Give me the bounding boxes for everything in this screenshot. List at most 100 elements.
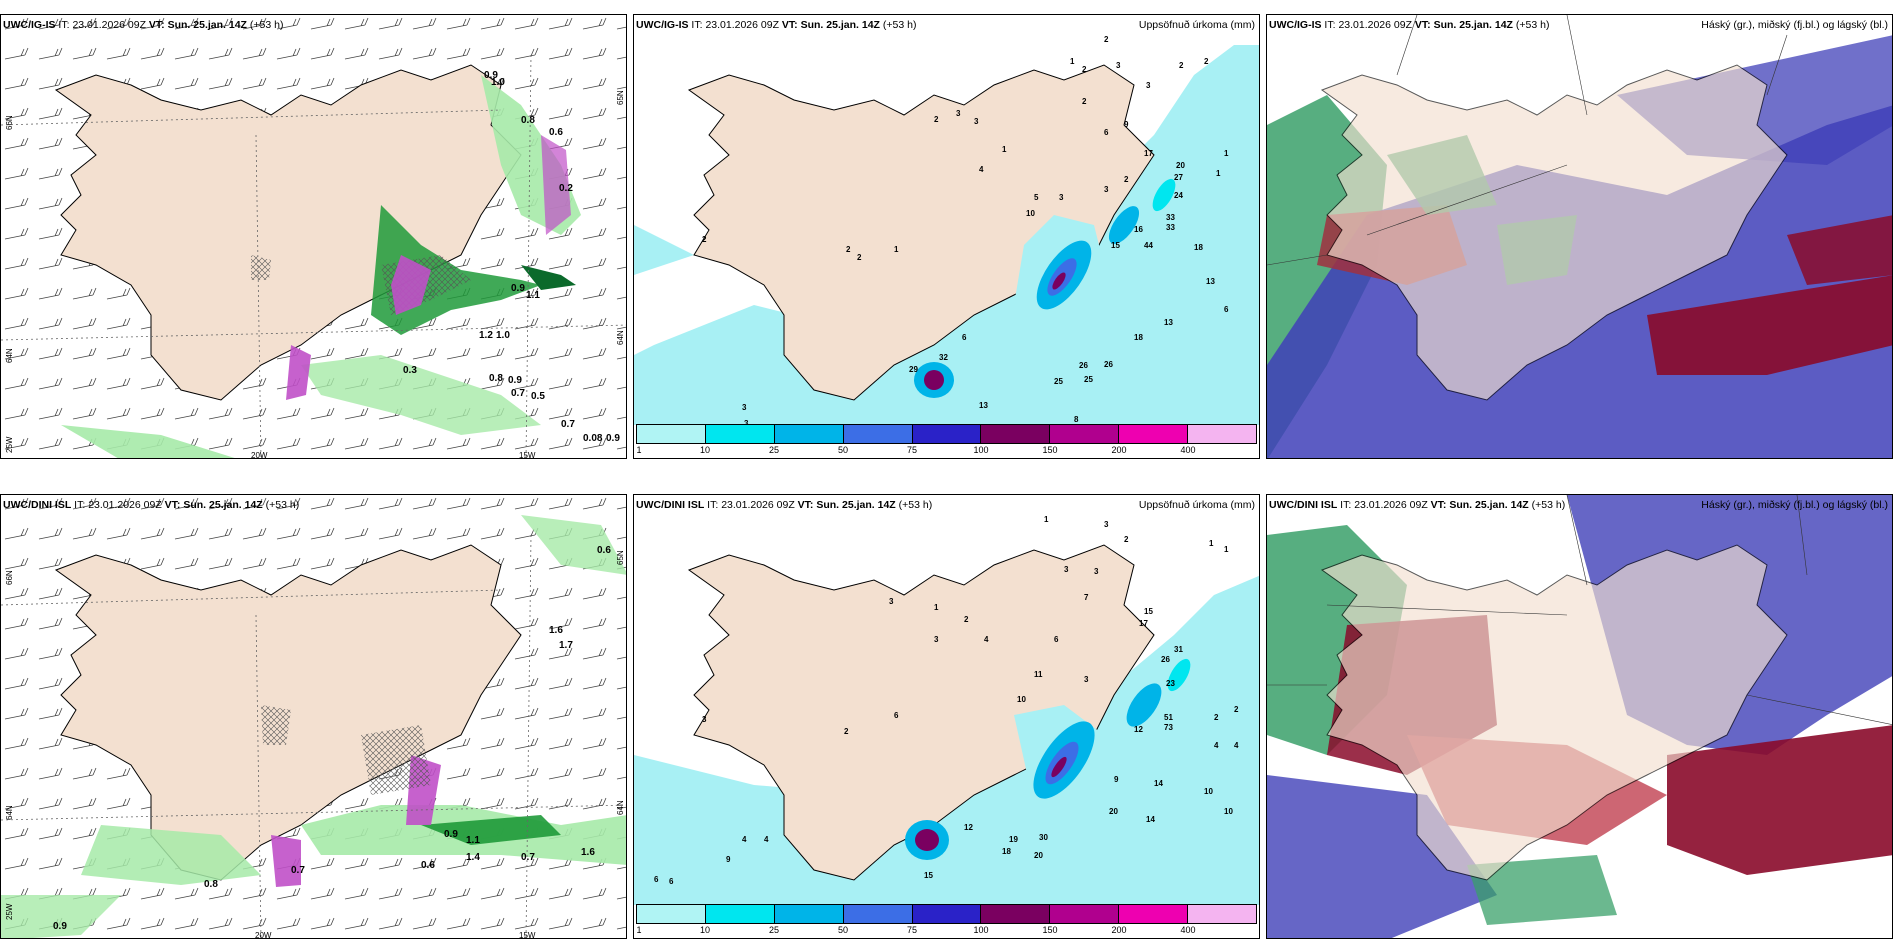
precip-value: 5 bbox=[1034, 193, 1039, 202]
wind-value: 0.6 bbox=[549, 127, 563, 138]
precip-value: 3 bbox=[742, 403, 747, 412]
lat-label-64n: 64N bbox=[5, 805, 14, 820]
colorbar-cell bbox=[705, 425, 775, 443]
it-value: 23.01.2026 09Z bbox=[1354, 499, 1428, 511]
panel-header: UWC/IG-IS IT: 23.01.2026 09Z VT: Sun. 25… bbox=[636, 19, 916, 31]
colorbar-cell bbox=[912, 905, 982, 923]
model-name: UWC/IG-IS bbox=[636, 19, 689, 31]
wind-value: 0.7 bbox=[521, 852, 535, 863]
precip-value: 20 bbox=[1034, 851, 1043, 860]
lead-time: (+53 h) bbox=[265, 499, 300, 511]
colorbar-tick: 50 bbox=[837, 445, 849, 455]
precip-value: 3 bbox=[1146, 81, 1151, 90]
precip-value: 1 bbox=[934, 603, 939, 612]
panel-header: UWC/DINI ISL IT: 23.01.2026 09Z VT: Sun.… bbox=[1269, 499, 1565, 511]
colorbar-cell bbox=[912, 425, 982, 443]
precip-map bbox=[634, 495, 1259, 938]
lead-time: (+53 h) bbox=[898, 499, 933, 511]
colorbar-tick: 50 bbox=[837, 925, 849, 935]
precip-value: 15 bbox=[1111, 241, 1120, 250]
precip-value: 30 bbox=[1039, 833, 1048, 842]
precip-value: 6 bbox=[1104, 128, 1109, 137]
land-outline bbox=[1320, 544, 1788, 881]
precip-value: 3 bbox=[934, 635, 939, 644]
model-name: UWC/IG-IS bbox=[1269, 19, 1322, 31]
precip-value: 14 bbox=[1146, 815, 1155, 824]
precip-value: 14 bbox=[1154, 779, 1163, 788]
wind-value: 0.8 bbox=[521, 115, 535, 126]
land-outline bbox=[1320, 64, 1788, 401]
vt-label: VT: bbox=[148, 19, 165, 31]
precip-value: 2 bbox=[1214, 713, 1219, 722]
wind-value: 1.7 bbox=[559, 640, 573, 651]
colorbar-cell bbox=[705, 905, 775, 923]
panel-header: UWC/IG-IS IT: 23.01.2026 09Z VT: Sun. 25… bbox=[3, 19, 283, 31]
wind-value: 1.6 bbox=[549, 625, 563, 636]
lead-time: (+53 h) bbox=[882, 19, 917, 31]
precip-value: 26 bbox=[1079, 361, 1088, 370]
precip-value: 3 bbox=[889, 597, 894, 606]
wind-value: 0.7 bbox=[561, 419, 575, 430]
cloud-map-panel-ig: UWC/IG-IS IT: 23.01.2026 09Z VT: Sun. 25… bbox=[1266, 14, 1893, 459]
precip-value: 2 bbox=[934, 115, 939, 124]
precip-value: 3 bbox=[1084, 675, 1089, 684]
precip-value: 27 bbox=[1174, 173, 1183, 182]
precip-value: 26 bbox=[1104, 360, 1113, 369]
colorbar-cell bbox=[1050, 905, 1120, 923]
precip-value: 2 bbox=[702, 235, 707, 244]
precip-value: 18 bbox=[1194, 243, 1203, 252]
colorbar-tick: 75 bbox=[906, 925, 918, 935]
precip-value: 1 bbox=[894, 245, 899, 254]
lon-label-15w: 15W bbox=[519, 931, 536, 939]
panel-right-title: Uppsöfnuð úrkoma (mm) bbox=[1138, 19, 1255, 31]
precip-value: 32 bbox=[939, 353, 948, 362]
it-label: IT: bbox=[707, 499, 719, 511]
precip-value: 2 bbox=[1124, 535, 1129, 544]
lead-time: (+53 h) bbox=[249, 19, 284, 31]
colorbar-cell bbox=[1188, 425, 1257, 443]
precip-value: 4 bbox=[1214, 741, 1219, 750]
wind-value: 0.6 bbox=[597, 545, 611, 556]
lon-label-25w: 25W bbox=[5, 903, 14, 920]
precip-value: 6 bbox=[1054, 635, 1059, 644]
precip-colorbar: 1 10 25 50 75 100 150 200 400 bbox=[634, 904, 1259, 938]
precip-value: 2 bbox=[964, 615, 969, 624]
precip-value: 15 bbox=[924, 871, 933, 880]
precip-value: 19 bbox=[1009, 835, 1018, 844]
wind-map bbox=[1, 15, 626, 458]
colorbar-cell bbox=[1050, 425, 1120, 443]
vt-label: VT: bbox=[1430, 499, 1447, 511]
lat-label-65n-right: 65N bbox=[616, 90, 625, 105]
colorbar-cell bbox=[637, 425, 706, 443]
precip-value: 3 bbox=[974, 117, 979, 126]
colorbar-tick: 400 bbox=[1180, 925, 1196, 935]
precip-value: 26 bbox=[1161, 655, 1170, 664]
precip-value: 17 bbox=[1139, 619, 1148, 628]
vt-value: Sun. 25.jan. 14Z bbox=[800, 19, 880, 31]
precip-value: 9 bbox=[1124, 120, 1129, 129]
precip-value: 25 bbox=[1084, 375, 1093, 384]
precip-value: 6 bbox=[1224, 305, 1229, 314]
wind-value: 1.1 bbox=[526, 290, 540, 301]
panel-right-title: Uppsöfnuð úrkoma (mm) bbox=[1138, 499, 1255, 511]
precip-value: 8 bbox=[1074, 415, 1079, 424]
precip-value: 33 bbox=[1166, 223, 1175, 232]
vt-value: Sun. 25.jan. 14Z bbox=[816, 499, 896, 511]
lon-label-15w: 15W bbox=[519, 451, 536, 459]
vt-value: Sun. 25.jan. 14Z bbox=[167, 19, 247, 31]
precip-value: 2 bbox=[857, 253, 862, 262]
panel-right-title: Háský (gr.), miðský (fj.bl.) og lágský (… bbox=[1701, 499, 1888, 511]
colorbar-tick: 100 bbox=[973, 925, 989, 935]
precip-value: 10 bbox=[1017, 695, 1026, 704]
precip-value: 1 bbox=[1070, 57, 1075, 66]
precip-value: 13 bbox=[1164, 318, 1173, 327]
precip-value: 2 bbox=[1234, 705, 1239, 714]
it-value: 23.01.2026 09Z bbox=[88, 499, 162, 511]
precip-value: 2 bbox=[844, 727, 849, 736]
lat-label-64n-right: 64N bbox=[616, 800, 625, 815]
lon-label-20w: 20W bbox=[251, 451, 268, 459]
precip-value: 15 bbox=[1144, 607, 1153, 616]
colorbar-tick: 150 bbox=[1042, 925, 1058, 935]
precip-value: 12 bbox=[1134, 725, 1143, 734]
colorbar-tick: 200 bbox=[1111, 925, 1127, 935]
